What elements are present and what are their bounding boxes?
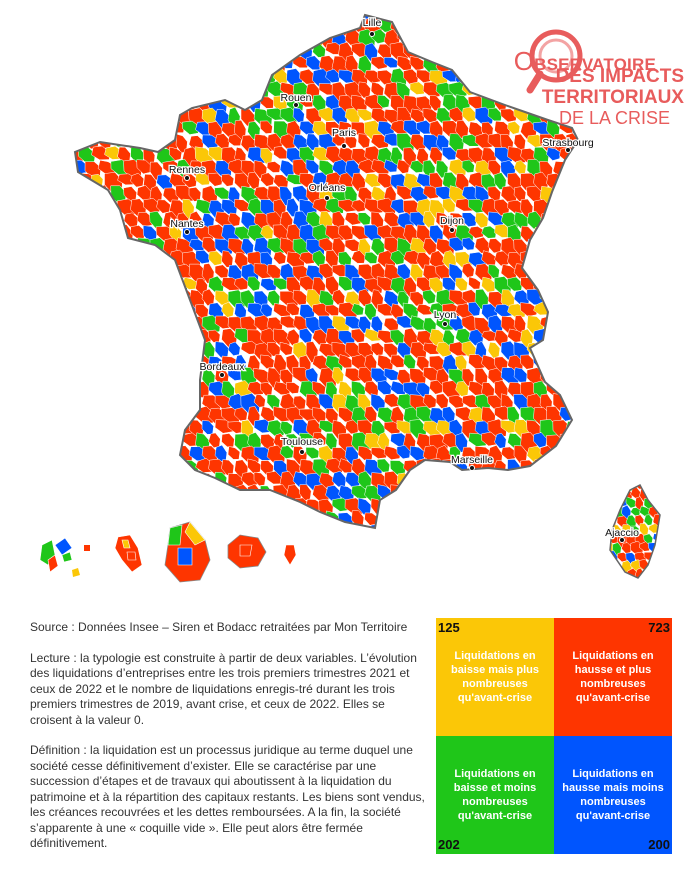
city-dot <box>369 31 375 37</box>
martinique <box>114 534 143 573</box>
city-dot <box>565 147 571 153</box>
city-dot <box>299 449 305 455</box>
legend-label: Liquidations en hausse et plus nombreuse… <box>572 650 654 704</box>
legend-label: Liquidations en baisse mais plus nombreu… <box>450 650 540 704</box>
legend-quadrant-red: 723 Liquidations en hausse et plus nombr… <box>554 618 672 736</box>
city-label: Paris <box>332 127 356 139</box>
city-label: Lyon <box>434 309 457 321</box>
city-label: Toulouse <box>281 436 323 448</box>
explanation-text: Source : Données Insee – Siren et Bodacc… <box>30 620 430 867</box>
city-label: Ajaccio <box>605 527 639 539</box>
city-label: Lille <box>363 17 382 29</box>
logo-line-4: DE LA CRISE <box>558 108 670 128</box>
source-text: Source : Données Insee – Siren et Bodacc… <box>30 620 408 634</box>
city-label: Strasbourg <box>542 137 594 149</box>
city-dot <box>442 321 448 327</box>
france-outline <box>73 13 580 530</box>
legend-label: Liquidations en hausse mais moins nombre… <box>562 768 664 822</box>
logo-line-2: DES IMPACTS <box>555 66 684 87</box>
legend-quadrant-green: 202 Liquidations en baisse et moins nomb… <box>436 736 554 854</box>
city-dot <box>219 372 225 378</box>
legend-count: 723 <box>648 620 670 635</box>
city-dot <box>324 195 330 201</box>
guadeloupe <box>39 537 90 577</box>
magnifier-icon <box>526 29 583 94</box>
city-dot <box>449 227 455 233</box>
observatoire-logo: OBSERVATOIRE DES IMPACTS TERRITORIAUX DE… <box>514 16 690 128</box>
city-markers: Lille Rouen Paris Strasbourg Rennes Orléans Na… <box>168 16 640 543</box>
legend-quadrant-yellow: 125 Liquidations en baisse mais plus nom… <box>436 618 554 736</box>
france-map: Lille Rouen Paris Strasbourg Rennes Orléans Na… <box>39 13 661 583</box>
city-label: Rouen <box>281 92 312 104</box>
logo-line-3: TERRITORIAUX <box>541 87 684 108</box>
city-dot <box>469 465 475 471</box>
legend-count: 125 <box>438 620 460 635</box>
logo-line-1: OBSERVATOIRE <box>513 46 656 76</box>
city-dot <box>184 229 190 235</box>
overseas-territories <box>39 521 297 583</box>
city-dot <box>184 175 190 181</box>
typology-legend: 125 Liquidations en baisse mais plus nom… <box>436 618 672 854</box>
city-dot <box>619 537 625 543</box>
city-label: Rennes <box>169 164 205 176</box>
legend-label: Liquidations en baisse et moins nombreus… <box>453 768 537 822</box>
city-label: Orléans <box>309 182 346 194</box>
city-label: Bordeaux <box>200 361 246 373</box>
city-dot <box>341 143 347 149</box>
lecture-text: Lecture : la typologie est construite à … <box>30 650 417 727</box>
city-label: Nantes <box>170 218 203 230</box>
city-dot <box>293 102 299 108</box>
mayotte <box>283 544 297 566</box>
guyane <box>164 521 211 583</box>
la-reunion <box>227 534 267 569</box>
definition-text: Définition : la liquidation est un proce… <box>30 743 425 850</box>
city-label: Dijon <box>440 215 464 227</box>
legend-quadrant-blue: 200 Liquidations en hausse mais moins no… <box>554 736 672 854</box>
city-label: Marseille <box>451 454 493 466</box>
legend-count: 202 <box>438 837 460 852</box>
legend-count: 200 <box>648 837 670 852</box>
